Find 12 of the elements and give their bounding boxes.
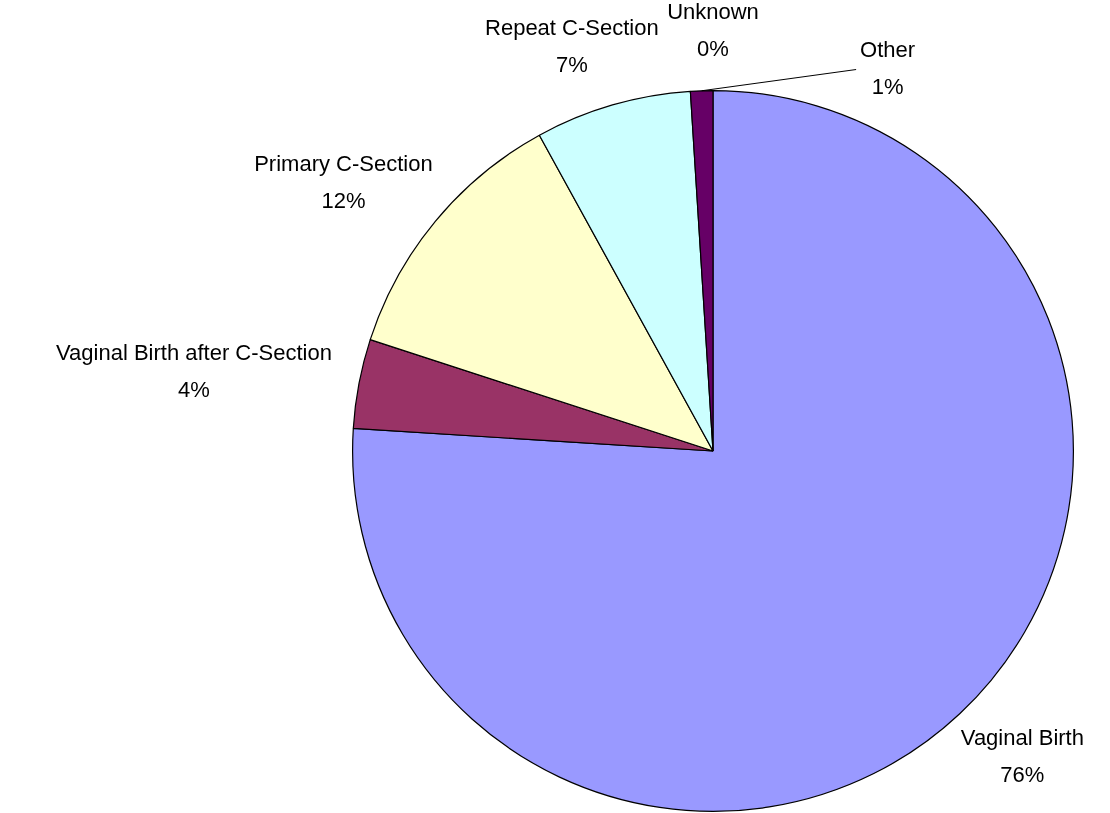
text: 0% (697, 35, 729, 61)
category-label: Unknown (667, 0, 759, 24)
data-label: 1% (871, 74, 904, 100)
data-label: 7% (555, 52, 588, 78)
data-label: 4% (178, 376, 210, 402)
data-label: 76% (1000, 761, 1045, 787)
slice-label: Other (860, 37, 916, 63)
slice-label: Primary C-Section (254, 150, 433, 176)
slice-label: Vaginal Birth after C-Section (56, 339, 332, 365)
slice-label: Vaginal Birth (960, 724, 1084, 750)
slice-label: Repeat C-Section (485, 15, 659, 41)
data-label: 12% (321, 187, 366, 213)
